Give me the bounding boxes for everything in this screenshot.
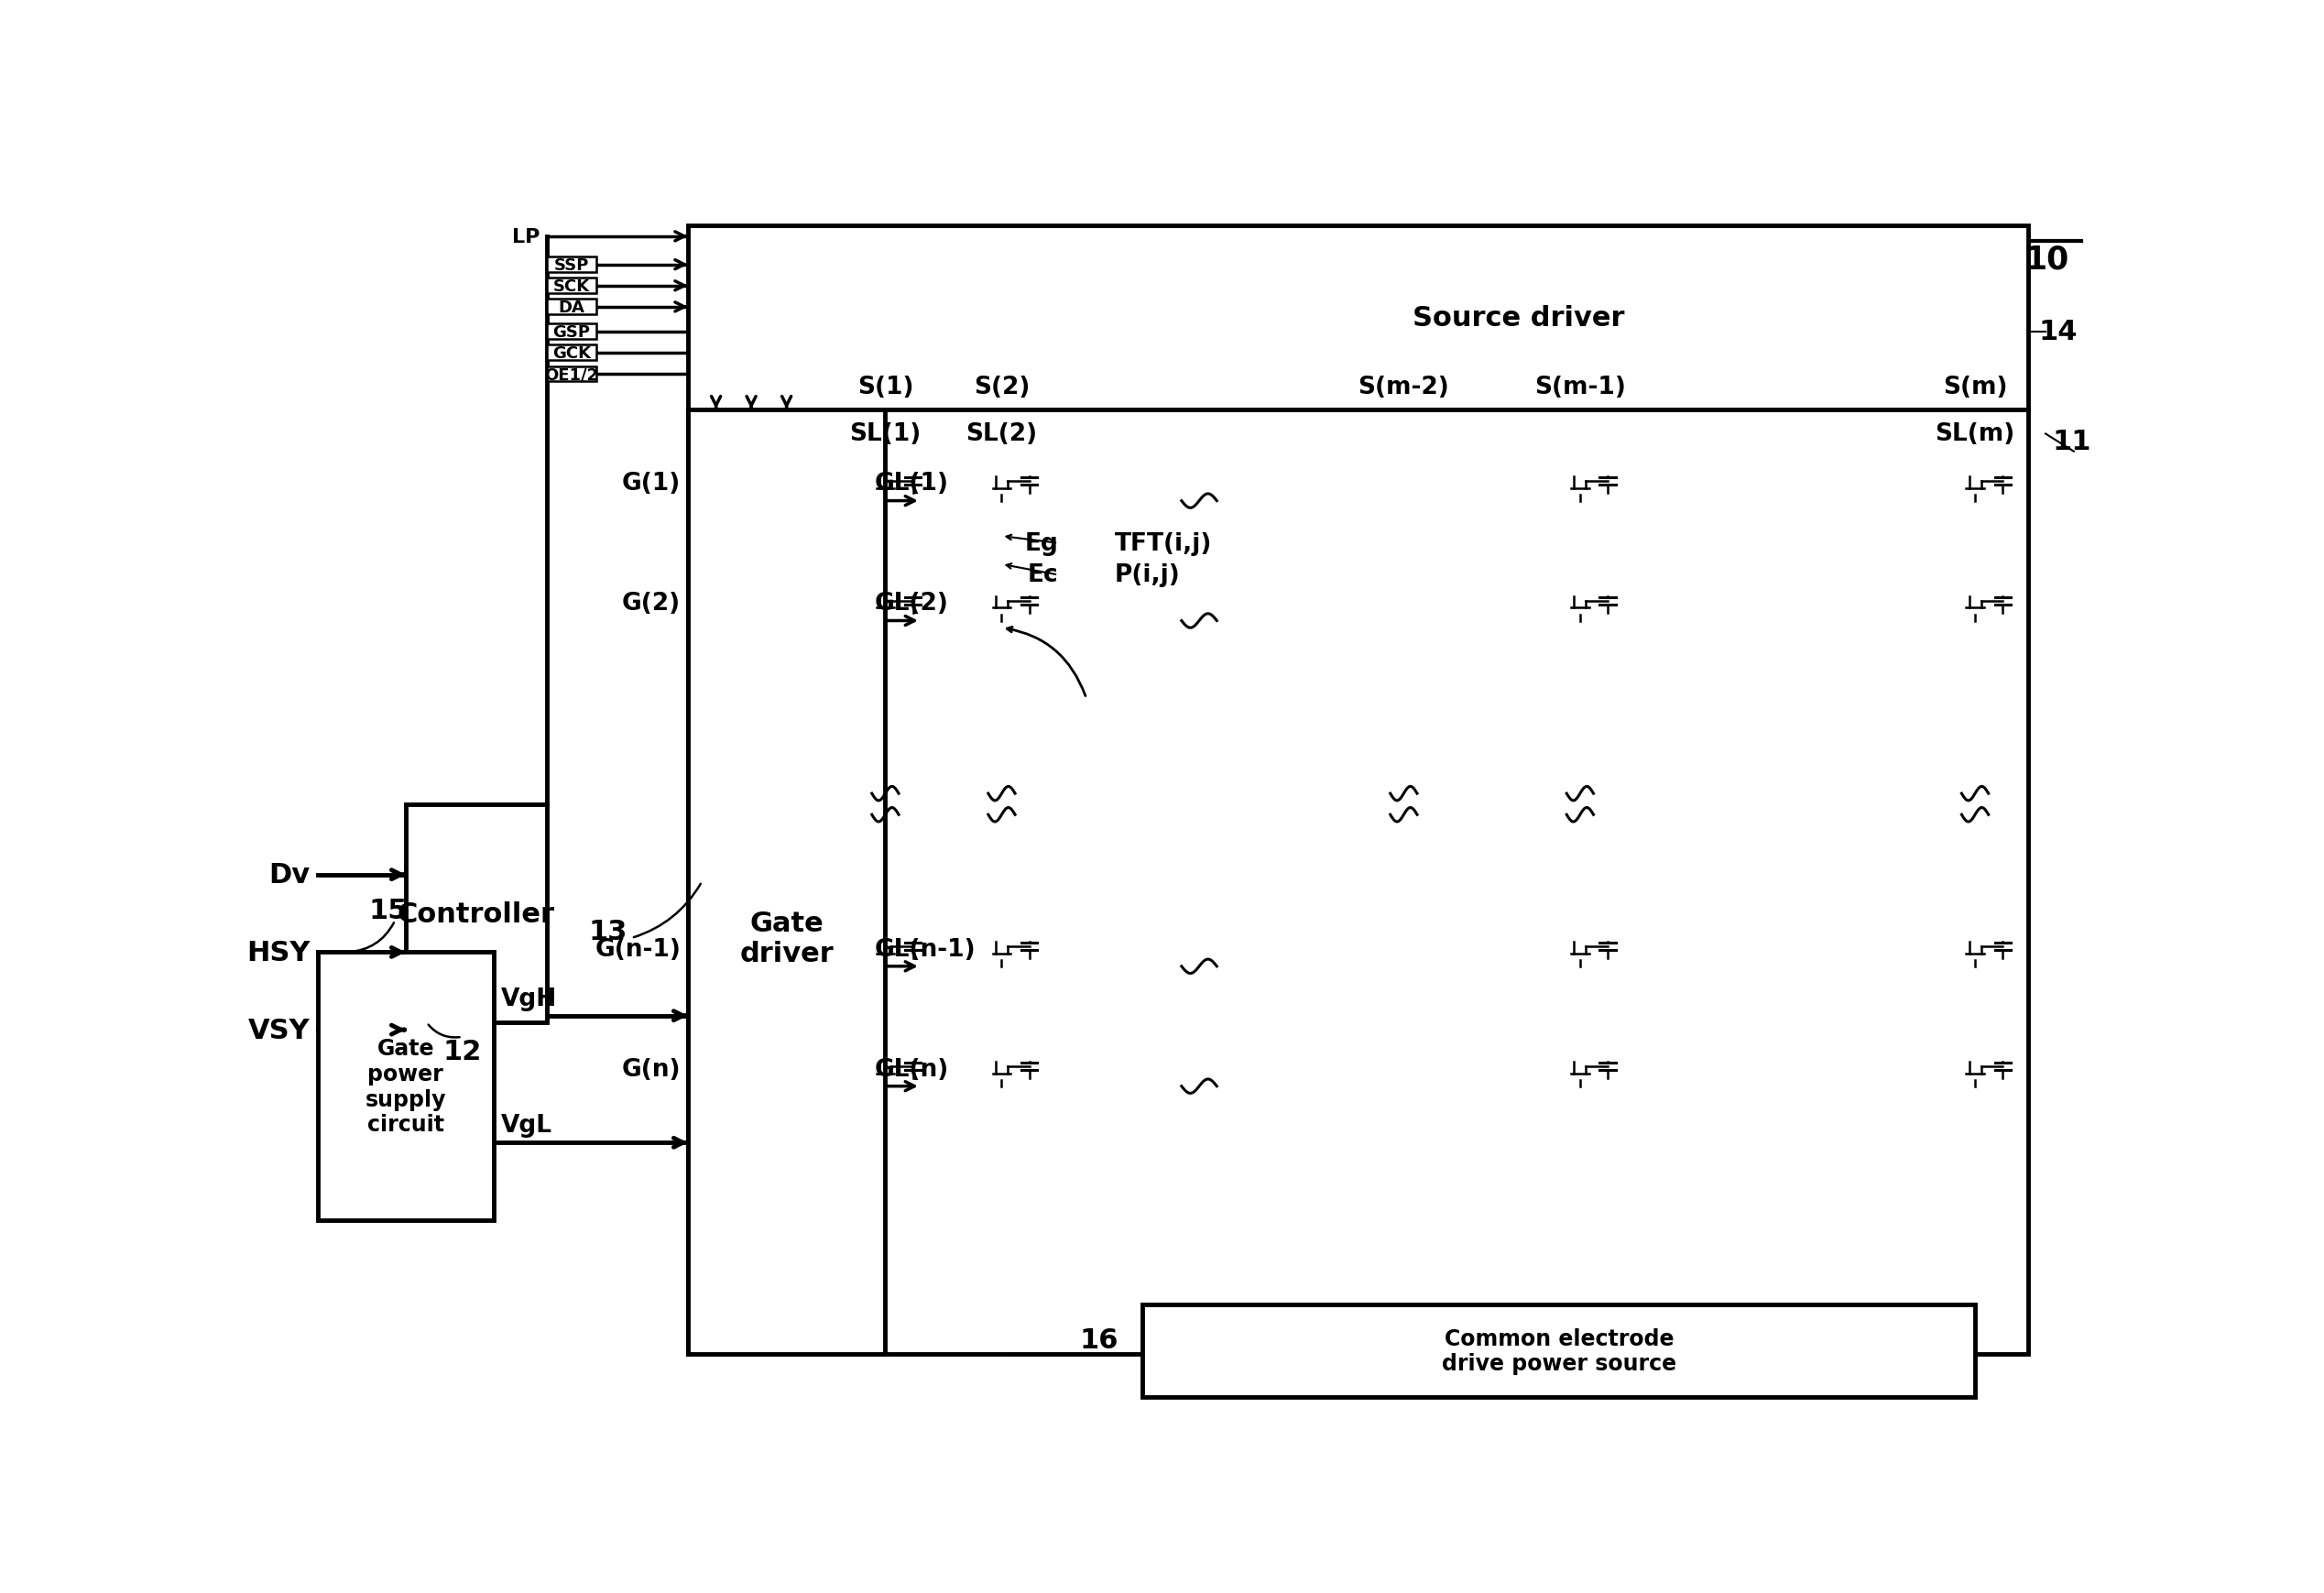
Text: LP: LP xyxy=(511,228,539,247)
Bar xyxy=(1143,1305,1975,1397)
Text: S(m): S(m) xyxy=(1943,376,2008,400)
Text: VgL: VgL xyxy=(502,1114,553,1137)
Text: GL(2): GL(2) xyxy=(874,591,948,615)
Text: S(1): S(1) xyxy=(858,376,913,400)
Bar xyxy=(546,258,595,272)
Text: S(m-2): S(m-2) xyxy=(1357,376,1450,400)
Text: Eg: Eg xyxy=(1025,532,1057,556)
Text: SL(1): SL(1) xyxy=(851,422,920,446)
Text: Controller: Controller xyxy=(397,900,555,927)
Bar xyxy=(688,409,2029,1354)
Text: Gate
driver: Gate driver xyxy=(739,910,834,967)
Bar xyxy=(407,804,546,1023)
Text: Ec: Ec xyxy=(1027,564,1057,588)
Text: Gate
power
supply
circuit: Gate power supply circuit xyxy=(365,1037,446,1136)
Text: OE1/2: OE1/2 xyxy=(544,366,600,382)
Text: GL(1): GL(1) xyxy=(874,472,948,495)
Text: 16: 16 xyxy=(1078,1327,1118,1354)
Text: 12: 12 xyxy=(442,1039,481,1064)
Text: GSP: GSP xyxy=(553,323,590,341)
Bar xyxy=(546,346,595,362)
Text: S(m-1): S(m-1) xyxy=(1534,376,1627,400)
Bar xyxy=(546,325,595,339)
Text: GL(n-1): GL(n-1) xyxy=(874,937,976,961)
Text: 15: 15 xyxy=(370,897,407,924)
Text: Dv: Dv xyxy=(270,862,311,889)
Text: S(2): S(2) xyxy=(974,376,1030,400)
Bar xyxy=(318,953,493,1220)
Bar xyxy=(546,279,595,295)
Text: G(2): G(2) xyxy=(623,591,681,615)
Bar xyxy=(546,366,595,382)
Text: G(n-1): G(n-1) xyxy=(595,937,681,961)
Bar xyxy=(688,226,2029,409)
Text: HSY: HSY xyxy=(246,940,311,965)
Text: 14: 14 xyxy=(2038,319,2078,346)
Text: SL(2): SL(2) xyxy=(967,422,1037,446)
Text: SCK: SCK xyxy=(553,279,590,295)
Text: Common electrode
drive power source: Common electrode drive power source xyxy=(1441,1327,1676,1375)
Bar xyxy=(688,409,885,1354)
Text: P(i,j): P(i,j) xyxy=(1116,564,1181,588)
Text: GL(n): GL(n) xyxy=(874,1058,948,1080)
Text: DA: DA xyxy=(558,299,586,315)
Text: G(n): G(n) xyxy=(621,1058,681,1080)
Text: 11: 11 xyxy=(2052,429,2092,454)
Bar xyxy=(546,299,595,315)
Text: TFT(i,j): TFT(i,j) xyxy=(1116,532,1211,556)
Text: 13: 13 xyxy=(588,918,627,945)
Text: Source driver: Source driver xyxy=(1413,304,1624,331)
Text: SSP: SSP xyxy=(553,256,588,274)
Text: G(1): G(1) xyxy=(623,472,681,495)
Text: VSY: VSY xyxy=(249,1016,311,1043)
Text: GCK: GCK xyxy=(553,346,590,362)
Text: 10: 10 xyxy=(2024,244,2068,276)
Text: SL(m): SL(m) xyxy=(1936,422,2015,446)
Text: VgH: VgH xyxy=(502,986,558,1010)
